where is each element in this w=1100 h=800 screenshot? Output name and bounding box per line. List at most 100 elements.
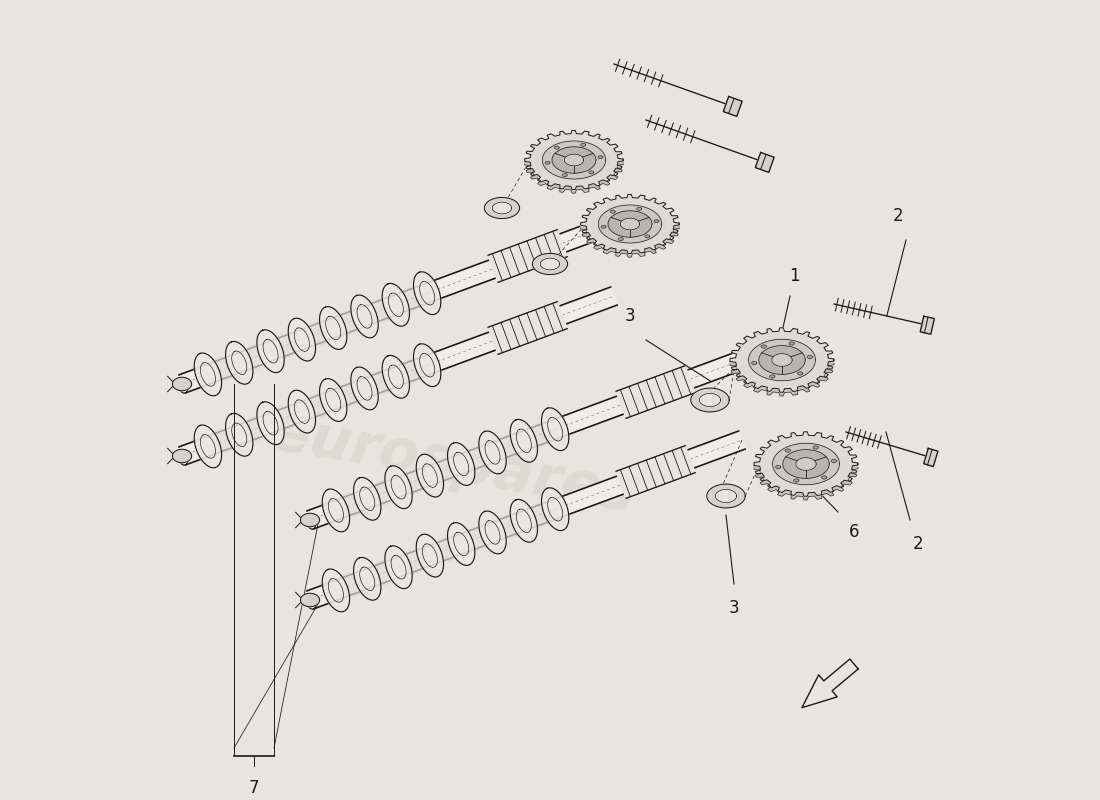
Polygon shape (921, 316, 934, 334)
Polygon shape (488, 230, 568, 282)
Polygon shape (581, 224, 680, 257)
Polygon shape (382, 355, 409, 398)
Polygon shape (541, 408, 569, 450)
Polygon shape (789, 342, 794, 345)
Polygon shape (542, 141, 606, 179)
Polygon shape (772, 354, 792, 366)
Polygon shape (257, 330, 284, 373)
Polygon shape (322, 489, 350, 532)
Polygon shape (581, 194, 680, 254)
Polygon shape (749, 339, 815, 381)
Polygon shape (730, 328, 834, 392)
Polygon shape (807, 355, 813, 358)
Polygon shape (730, 360, 834, 396)
Polygon shape (319, 306, 346, 350)
Polygon shape (195, 353, 221, 396)
Text: 3: 3 (728, 599, 739, 617)
Polygon shape (754, 464, 858, 500)
Polygon shape (601, 226, 606, 228)
Polygon shape (759, 346, 805, 374)
Polygon shape (300, 514, 320, 526)
Polygon shape (581, 143, 585, 146)
Polygon shape (385, 466, 412, 509)
Polygon shape (546, 162, 550, 164)
Polygon shape (466, 525, 487, 551)
Polygon shape (213, 355, 233, 382)
Polygon shape (529, 422, 550, 448)
Polygon shape (588, 171, 594, 174)
Polygon shape (493, 202, 512, 214)
Polygon shape (353, 558, 381, 600)
Polygon shape (751, 362, 757, 365)
Polygon shape (195, 425, 221, 468)
Polygon shape (322, 569, 350, 612)
Polygon shape (715, 490, 737, 502)
Polygon shape (498, 514, 518, 540)
Polygon shape (226, 414, 253, 456)
Polygon shape (564, 154, 584, 166)
Polygon shape (448, 442, 475, 486)
Polygon shape (645, 235, 650, 238)
Polygon shape (404, 548, 425, 574)
Polygon shape (802, 659, 858, 708)
Polygon shape (339, 309, 359, 335)
Polygon shape (832, 459, 836, 462)
Polygon shape (795, 458, 816, 470)
Polygon shape (761, 345, 767, 348)
Polygon shape (307, 351, 746, 529)
Polygon shape (772, 443, 839, 485)
Polygon shape (618, 238, 624, 241)
Polygon shape (924, 448, 938, 466)
Polygon shape (342, 571, 362, 598)
Text: 1: 1 (789, 267, 800, 285)
Polygon shape (598, 156, 603, 158)
Polygon shape (776, 466, 781, 469)
Polygon shape (351, 367, 378, 410)
Polygon shape (754, 432, 858, 496)
Polygon shape (416, 454, 443, 497)
Polygon shape (178, 287, 617, 465)
Polygon shape (414, 272, 441, 314)
Polygon shape (510, 419, 538, 462)
Polygon shape (598, 205, 662, 243)
Polygon shape (707, 484, 745, 508)
Polygon shape (373, 480, 393, 506)
Polygon shape (478, 431, 506, 474)
Polygon shape (532, 254, 568, 274)
Polygon shape (402, 286, 421, 312)
Polygon shape (691, 388, 729, 412)
Polygon shape (783, 450, 829, 478)
Polygon shape (373, 560, 393, 586)
Polygon shape (498, 434, 518, 460)
Polygon shape (525, 160, 624, 193)
Polygon shape (608, 211, 652, 237)
Polygon shape (402, 358, 421, 384)
Polygon shape (448, 522, 475, 566)
Polygon shape (610, 210, 615, 213)
Polygon shape (794, 479, 799, 482)
Polygon shape (276, 332, 296, 358)
Polygon shape (770, 375, 774, 378)
Polygon shape (541, 488, 569, 530)
Polygon shape (700, 394, 720, 406)
Polygon shape (414, 344, 441, 386)
Polygon shape (245, 344, 265, 370)
Polygon shape (245, 416, 265, 442)
Polygon shape (213, 427, 233, 454)
Polygon shape (616, 366, 695, 418)
Polygon shape (525, 130, 624, 190)
Polygon shape (637, 207, 641, 210)
Polygon shape (488, 302, 568, 354)
Polygon shape (226, 342, 253, 384)
Text: 2: 2 (913, 535, 923, 553)
Polygon shape (554, 146, 559, 149)
Text: 6: 6 (849, 523, 859, 541)
Polygon shape (300, 594, 320, 606)
Polygon shape (822, 476, 827, 479)
Polygon shape (339, 381, 359, 407)
Polygon shape (478, 511, 506, 554)
Polygon shape (416, 534, 443, 577)
Polygon shape (319, 378, 346, 422)
Polygon shape (798, 372, 803, 375)
Polygon shape (616, 446, 695, 498)
